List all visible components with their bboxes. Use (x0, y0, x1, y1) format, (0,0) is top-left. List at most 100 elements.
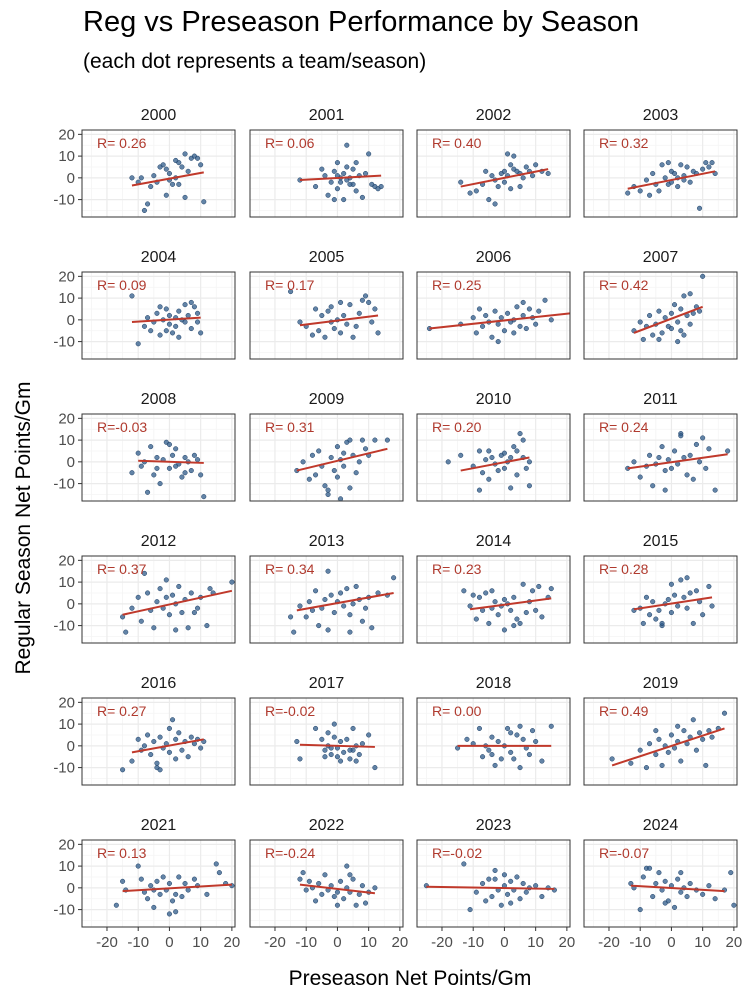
data-point (517, 184, 523, 190)
correlation-label: R= 0.31 (265, 419, 315, 435)
data-point (672, 170, 678, 177)
data-point (154, 454, 160, 461)
data-point (486, 448, 492, 454)
y-tick-label: 10 (58, 716, 75, 733)
data-point (656, 308, 662, 314)
x-tick-label: 10 (360, 934, 377, 951)
data-point (706, 583, 712, 590)
data-point (306, 599, 312, 605)
data-point (129, 293, 135, 299)
data-point (536, 308, 542, 314)
data-point (369, 625, 375, 631)
data-point (179, 474, 185, 480)
x-tick-label: -20 (598, 934, 620, 951)
data-point (656, 607, 662, 613)
x-tick-label: 20 (224, 934, 241, 951)
data-point (138, 175, 144, 181)
data-point (625, 190, 631, 196)
y-tick-label: 20 (58, 126, 75, 143)
y-tick-label: -10 (53, 192, 75, 209)
data-point (678, 162, 684, 168)
data-point (356, 752, 362, 758)
facet-strip-label: 2002 (476, 107, 512, 124)
data-point (347, 747, 353, 753)
data-point (170, 330, 176, 336)
data-point (341, 170, 347, 177)
panel-border (416, 413, 571, 502)
data-point (347, 612, 353, 618)
panel-border (249, 555, 404, 644)
data-point (700, 435, 706, 441)
data-point (662, 468, 668, 474)
data-point (517, 431, 523, 437)
data-point (647, 312, 653, 319)
data-point (341, 603, 347, 609)
facet-panel-2012: 2012 R= 0.37 -10 0 10 20 (53, 533, 236, 644)
data-point (467, 603, 473, 609)
data-point (347, 181, 353, 187)
panel-border (81, 129, 236, 218)
data-point (344, 736, 350, 742)
facet-panel-2013: 2013 R= 0.34 (249, 533, 404, 644)
chart-title: Reg vs Preseason Performance by Season (83, 6, 640, 38)
correlation-label: R= 0.42 (599, 277, 649, 293)
facet-panel-2004: 2004 R= 0.09 -10 0 10 20 (53, 249, 236, 360)
facet-strip-label: 2007 (643, 249, 679, 266)
panel-border (583, 413, 738, 502)
data-point (173, 627, 179, 633)
data-point (151, 904, 157, 910)
y-tick-label: 0 (67, 880, 75, 897)
data-point (325, 730, 331, 736)
data-point (523, 326, 529, 332)
data-point (678, 328, 684, 334)
data-point (334, 889, 340, 895)
data-point (681, 293, 687, 299)
data-point (545, 170, 551, 177)
data-point (331, 168, 337, 174)
correlation-label: R= 0.09 (97, 277, 147, 293)
facet-strip-label: 2005 (309, 249, 345, 266)
data-point (341, 896, 347, 902)
data-point (306, 878, 312, 884)
data-point (173, 157, 179, 163)
facet-strip-label: 2015 (643, 533, 679, 550)
data-point (163, 306, 169, 312)
data-point (369, 319, 375, 325)
data-point (476, 594, 482, 600)
x-tick-label: 10 (694, 934, 711, 951)
data-point (166, 911, 172, 917)
y-tick-label: 10 (58, 148, 75, 165)
data-point (325, 568, 331, 574)
data-point (480, 470, 486, 476)
data-point (489, 894, 495, 900)
data-point (492, 201, 498, 207)
data-point (517, 620, 523, 626)
data-point (182, 470, 188, 476)
data-point (334, 444, 340, 450)
data-point (476, 448, 482, 454)
data-point (347, 302, 353, 308)
panel-border (583, 839, 738, 928)
facet-strip-label: 2023 (476, 817, 512, 834)
trend-line (138, 459, 204, 464)
x-tick-label: -20 (264, 934, 286, 951)
data-point (486, 197, 492, 203)
data-point (135, 594, 141, 600)
data-point (157, 891, 163, 897)
data-point (297, 756, 303, 762)
data-point (334, 474, 340, 480)
data-point (665, 749, 671, 755)
data-point (495, 738, 501, 745)
facet-panel-2005: 2005 R= 0.17 (249, 249, 404, 360)
facet-strip-label: 2013 (309, 533, 345, 550)
panel-border (81, 555, 236, 644)
data-point (166, 612, 172, 618)
data-point (703, 762, 709, 768)
data-point (316, 880, 322, 887)
data-point (495, 468, 501, 474)
data-point (328, 179, 334, 185)
data-point (353, 583, 359, 590)
data-point (508, 454, 514, 461)
data-point (201, 494, 207, 500)
